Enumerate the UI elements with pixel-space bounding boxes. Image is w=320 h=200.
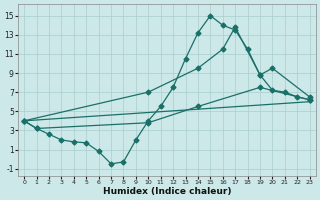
X-axis label: Humidex (Indice chaleur): Humidex (Indice chaleur) — [103, 187, 231, 196]
